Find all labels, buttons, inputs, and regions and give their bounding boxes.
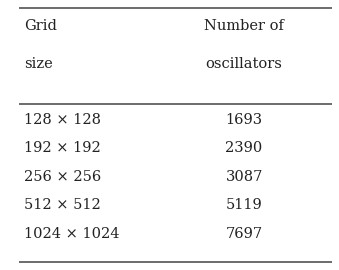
Text: 2390: 2390 xyxy=(225,141,263,156)
Text: 256 × 256: 256 × 256 xyxy=(24,170,101,184)
Text: size: size xyxy=(24,57,53,71)
Text: 512 × 512: 512 × 512 xyxy=(24,198,100,212)
Text: 128 × 128: 128 × 128 xyxy=(24,113,101,127)
Text: 1693: 1693 xyxy=(225,113,263,127)
Text: oscillators: oscillators xyxy=(206,57,282,71)
Text: Number of: Number of xyxy=(204,19,284,33)
Text: 192 × 192: 192 × 192 xyxy=(24,141,100,156)
Text: 3087: 3087 xyxy=(225,170,263,184)
Text: Grid: Grid xyxy=(24,19,57,33)
Text: 7697: 7697 xyxy=(225,227,263,241)
Text: 5119: 5119 xyxy=(226,198,262,212)
Text: 1024 × 1024: 1024 × 1024 xyxy=(24,227,119,241)
